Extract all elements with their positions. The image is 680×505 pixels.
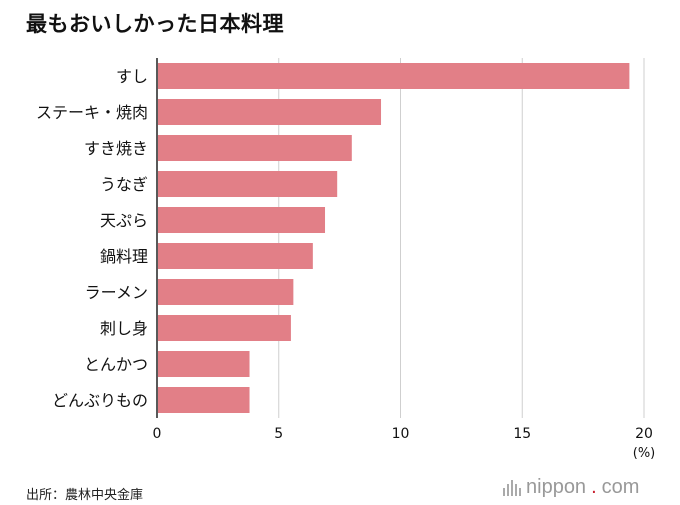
brand-logo: nippon. com [503,476,639,499]
bar [158,243,313,269]
bar [158,171,338,197]
bar [158,99,382,125]
bar [158,351,250,377]
x-tick-label: 20 [635,426,653,442]
bar [158,207,326,233]
bar [158,279,294,305]
category-label: ステーキ・焼肉 [36,103,148,122]
bar [158,387,250,413]
source-note: 出所：農林中央金庫 [26,488,144,503]
category-label: 刺し身 [100,319,148,338]
x-tick-label: 10 [392,426,410,442]
category-label: とんかつ [84,355,148,374]
x-tick-label: 5 [274,426,283,442]
chart-title: 最もおいしかった日本料理 [26,12,284,36]
category-label: ラーメン [85,283,148,302]
category-label: どんぶりもの [52,391,148,410]
brand-bars-icon [503,479,521,496]
brand-suffix: com [601,476,640,498]
category-label: すき焼き [84,139,148,158]
brand-name: nippon [526,476,587,498]
x-tick-label: 0 [153,426,162,442]
brand-dot: . [591,476,597,498]
category-label: すし [116,67,148,86]
category-label: 天ぷら [100,211,148,230]
category-label: うなぎ [100,175,148,194]
x-unit-label: (%) [633,446,656,461]
bar [158,135,352,161]
bar [158,315,291,341]
bar [158,63,630,89]
x-tick-label: 15 [513,426,531,442]
category-label: 鍋料理 [100,247,148,266]
